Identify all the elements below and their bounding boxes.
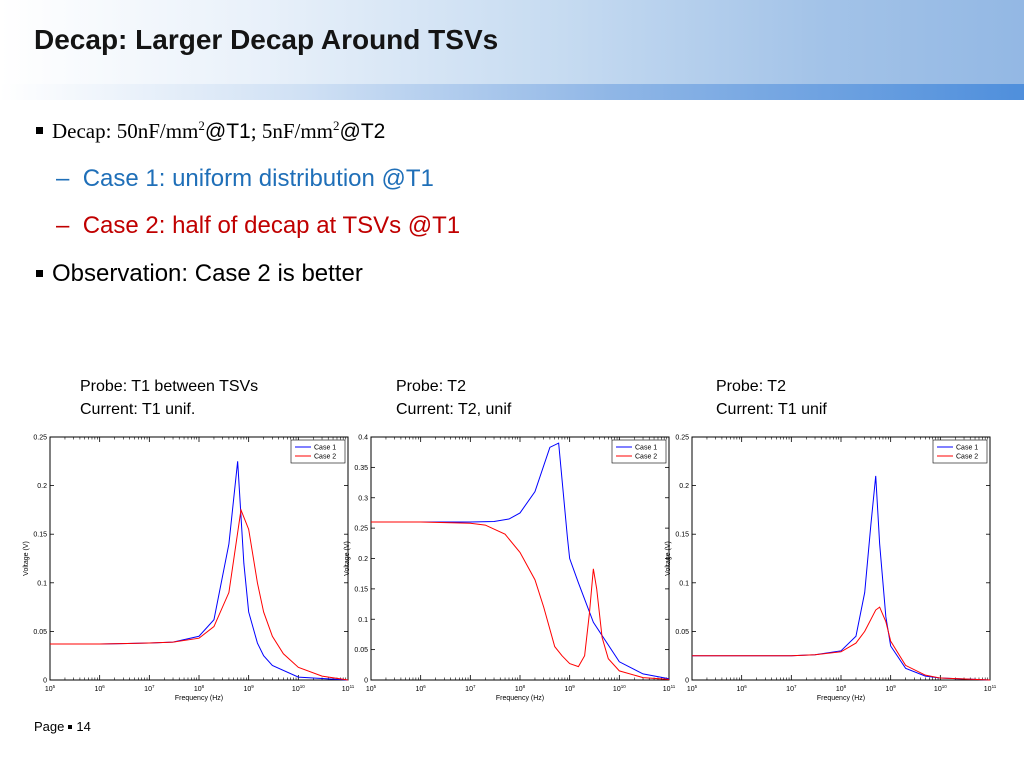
chart2-legend-label-case1: Case 1	[635, 445, 657, 452]
chart3-ylabel: Voltage (V)	[665, 541, 672, 576]
plot2-probe-label: Probe: T2	[396, 378, 466, 395]
chart3-plot-area	[691, 436, 991, 681]
chart1-xtick-label: 107	[144, 684, 155, 693]
plot2-caption: Probe: T2 Current: T2, unif	[396, 375, 511, 421]
chart1-series-case2-line	[50, 507, 349, 681]
chart2-series-case2-line	[371, 521, 670, 680]
chart3-xtick-label: 105	[687, 684, 698, 693]
footer-bullet	[68, 725, 73, 729]
chart3-xtick-label: 109	[886, 684, 897, 693]
chart3-xtick-label: 106	[737, 684, 748, 693]
chart1-ytick-label: 0.25	[33, 435, 47, 442]
chart2-legend	[611, 439, 667, 464]
chart3-xtick-label: 1011	[984, 684, 997, 693]
chart3-ytick-label: 0.05	[675, 629, 689, 636]
page-footer: Page 14	[34, 719, 91, 734]
chart1-xtick-label: 1010	[292, 684, 305, 693]
plot3-probe-label: Probe: T2	[716, 378, 786, 395]
chart3-series-case2-line	[692, 606, 991, 681]
decap-at-t2: @T2	[339, 120, 386, 143]
chart2-legend-label-case2: Case 2	[635, 454, 657, 461]
chart2-plot-area	[370, 436, 670, 681]
chart3-legend	[932, 439, 988, 464]
chart2-ytick-label: 0.35	[354, 465, 368, 472]
chart1-xtick-label: 108	[194, 684, 205, 693]
chart1-xtick-label: 1011	[342, 684, 355, 693]
chart3-ytick-label: 0.2	[679, 483, 689, 490]
sub-bullet-case1: – Case 1: uniform distribution @T1	[56, 165, 434, 193]
chart1-ytick-label: 0.05	[33, 629, 47, 636]
dash-marker: –	[56, 165, 70, 192]
chart2-ylabel: Voltage (V)	[344, 541, 351, 576]
chart1-xtick-label: 109	[244, 684, 255, 693]
chart1-legend-label-case2: Case 2	[314, 454, 336, 461]
chart1-ytick-label: 0	[43, 678, 47, 685]
chart3-legend-label-case1: Case 1	[956, 445, 978, 452]
chart2-xtick-label: 109	[565, 684, 576, 693]
title-band	[0, 0, 1024, 84]
case1-text: Case 1: uniform distribution @T1	[82, 165, 434, 192]
plot1-probe-label: Probe: T1 between TSVs	[80, 378, 259, 395]
chart2-ytick-label: 0.15	[354, 586, 368, 593]
chart1-xtick-label: 105	[45, 684, 56, 693]
sub-bullet-case2: – Case 2: half of decap at TSVs @T1	[56, 212, 460, 240]
chart1-ytick-label: 0.2	[37, 483, 47, 490]
page-number: 14	[76, 719, 91, 734]
bullet-observation: Observation: Case 2 is better	[36, 260, 363, 288]
chart2-xtick-label: 107	[465, 684, 476, 693]
decap-at-t1: @T1	[204, 120, 251, 143]
plot1-caption: Probe: T1 between TSVs Current: T1 unif.	[80, 375, 258, 421]
bullet-marker	[36, 270, 43, 277]
chart2-xlabel: Frequency (Hz)	[496, 695, 544, 702]
chart1-ytick-label: 0.15	[33, 532, 47, 539]
chart1-xlabel: Frequency (Hz)	[175, 695, 223, 702]
chart3-ytick-label: 0.1	[679, 580, 689, 587]
case2-text: Case 2: half of decap at TSVs @T1	[82, 212, 461, 239]
chart3-xlabel: Frequency (Hz)	[817, 695, 865, 702]
plot1-current-label: Current: T1 unif.	[80, 401, 196, 418]
slide-title: Decap: Larger Decap Around TSVs	[34, 24, 499, 55]
bullet-marker	[36, 127, 43, 134]
decap-text-t1: Decap: 50nF/mm	[52, 119, 199, 143]
chart1-legend	[290, 439, 346, 464]
plot2-current-label: Current: T2, unif	[396, 401, 512, 418]
plot3-current-label: Current: T1 unif	[716, 401, 827, 418]
chart2-ytick-label: 0	[364, 678, 368, 685]
plot3-caption: Probe: T2 Current: T1 unif	[716, 375, 827, 421]
chart2-ytick-label: 0.1	[358, 617, 368, 624]
decap-superscript-t2: 2	[333, 118, 340, 133]
bullet-decap: Decap: 50nF/mm2@T1; 5nF/mm2@T2	[36, 118, 385, 144]
chart1-ylabel: Voltage (V)	[23, 541, 30, 576]
chart2-xtick-label: 108	[515, 684, 526, 693]
chart2-xtick-label: 1010	[613, 684, 626, 693]
chart3-xtick-label: 107	[786, 684, 797, 693]
chart2-ytick-label: 0.05	[354, 647, 368, 654]
chart3-legend-label-case2: Case 2	[956, 454, 978, 461]
observation-text: Observation: Case 2 is better	[52, 260, 363, 287]
chart2-ytick-label: 0.3	[358, 495, 368, 502]
chart3-xtick-label: 108	[836, 684, 847, 693]
chart3-ytick-label: 0.25	[675, 435, 689, 442]
chart2-xtick-label: 106	[416, 684, 427, 693]
chart2-xtick-label: 1011	[663, 684, 676, 693]
chart1-xtick-label: 106	[95, 684, 106, 693]
dash-marker: –	[56, 212, 70, 239]
chart2-xtick-label: 105	[366, 684, 377, 693]
chart3-ytick-label: 0.15	[675, 532, 689, 539]
chart3-xtick-label: 1010	[934, 684, 947, 693]
decap-text-t2: ; 5nF/mm	[250, 119, 334, 143]
page-label: Page	[34, 719, 65, 734]
chart2-ytick-label: 0.2	[358, 556, 368, 563]
chart1-ytick-label: 0.1	[37, 580, 47, 587]
chart3-ytick-label: 0	[685, 678, 689, 685]
chart2-ytick-label: 0.25	[354, 526, 368, 533]
decap-superscript-t1: 2	[198, 118, 205, 133]
chart1-legend-label-case1: Case 1	[314, 445, 336, 452]
chart2-ytick-label: 0.4	[358, 435, 368, 442]
title-stripe	[0, 84, 1024, 100]
